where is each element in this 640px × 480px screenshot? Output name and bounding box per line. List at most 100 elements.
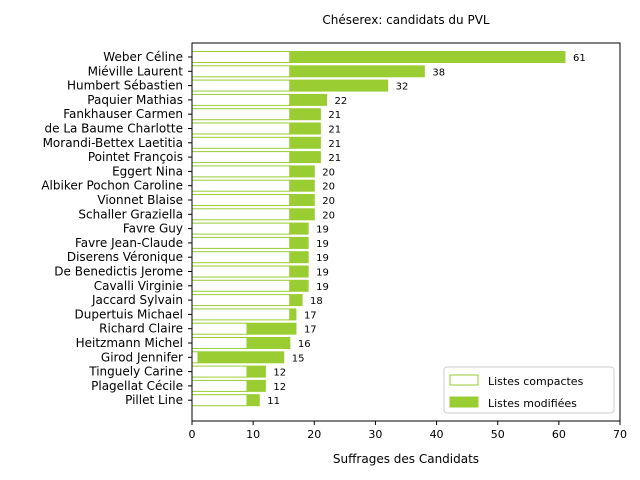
bar-modifiees [289,65,425,78]
y-tick-label: Diserens Véronique [67,250,183,264]
legend-swatch-modifiees [449,396,479,408]
value-label: 20 [322,182,335,193]
value-label: 20 [322,210,335,221]
bar-compactes [191,93,291,106]
legend-swatch-compactes [449,374,479,386]
y-tick-label: Weber Céline [103,50,183,64]
value-label: 21 [328,110,341,121]
value-label: 18 [310,296,323,307]
y-tick-label: de La Baume Charlotte [45,122,184,136]
value-label: 16 [298,339,311,350]
bar-modifiees [246,365,266,378]
x-tick-label: 10 [246,428,260,441]
bar-modifiees [289,279,309,292]
bar-modifiees [289,208,315,221]
value-label: 17 [304,310,317,321]
bar-compactes [191,194,291,206]
bar-compactes [191,294,291,307]
y-tick-label: Miéville Laurent [88,64,184,78]
bar-modifiees [289,136,321,149]
bar-compactes [191,251,291,264]
x-tick-label: 30 [368,428,382,441]
bar-modifiees [289,251,309,264]
bar-compactes [191,308,291,321]
value-label: 19 [316,282,329,293]
bar-modifiees [289,93,328,106]
y-tick-label: Jaccard Sylvain [91,293,183,307]
x-tick-label: 20 [307,428,321,441]
legend: Listes compactes Listes modifiées [443,366,615,414]
bar-modifiees [289,122,321,135]
bar-modifiees [289,194,315,206]
bar-modifiees [289,222,309,235]
chart-title: Chéserex: candidats du PVL [322,13,490,27]
bar-modifiees [197,351,285,364]
bar-modifiees [289,308,297,321]
bar-compactes [191,322,248,335]
bar-compactes [191,165,291,178]
bar-compactes [191,379,248,392]
y-tick-label: Schaller Graziella [78,207,183,221]
bar-modifiees [289,165,315,178]
y-tick-label: Albiker Pochon Caroline [41,179,183,193]
y-tick-label: Dupertuis Michael [75,307,183,321]
y-tick-label: Eggert Nina [112,164,183,178]
bar-modifiees [246,394,260,407]
value-label: 12 [273,382,286,393]
value-label: 19 [316,239,329,250]
bar-modifiees [289,294,303,307]
y-tick-label: Vionnet Blaise [97,193,183,207]
value-label: 20 [322,196,335,207]
y-tick-label: Favre Guy [123,222,183,236]
value-label: 22 [335,96,348,107]
y-tick-label: Morandi-Bettex Laetitia [43,136,183,150]
bar-modifiees [289,79,389,92]
value-label: 38 [432,67,445,78]
value-label: 19 [316,253,329,264]
bar-modifiees [246,322,297,335]
bar-modifiees [289,151,321,164]
plot-frame [191,42,621,422]
bar-compactes [191,222,291,235]
y-tick-label: Pointet François [88,150,183,164]
value-label: 61 [573,53,586,64]
value-label: 32 [396,82,409,93]
value-label: 19 [316,225,329,236]
legend-box [443,366,615,414]
bar-compactes [191,65,291,78]
value-label: 21 [328,153,341,164]
bar-modifiees [289,179,315,192]
value-labels: 61 38 32 22 21 21 21 21 20 20 20 20 19 19 19 19 19 18 17 17… [267,53,585,407]
y-tick-label: Plagellat Cécile [91,379,183,393]
bar-compactes [191,394,248,407]
value-label: 15 [292,353,305,364]
x-tick-label: 60 [552,428,566,441]
y-tick-label: Cavalli Virginie [94,279,183,293]
value-label: 11 [267,396,280,407]
bar-modifiees [246,337,291,349]
y-tick-label: Girod Jennifer [101,350,183,364]
bar-modifiees [289,51,566,63]
y-tick-label: Humbert Sébastien [67,79,183,93]
value-label: 12 [273,368,286,379]
x-axis-label: Suffrages des Candidats [333,452,479,466]
value-label: 20 [322,167,335,178]
bar-compactes [191,79,291,92]
bars-group [191,51,566,407]
bar-compactes [191,265,291,278]
bar-compactes [191,337,248,349]
bar-compactes [191,136,291,149]
bar-compactes [191,279,291,292]
y-tick-label: Heitzmann Michel [76,336,183,350]
y-tick-label: Pillet Line [125,393,183,407]
x-axis: 0 10 20 30 40 50 60 70 [189,421,627,441]
y-tick-label: Fankhauser Carmen [63,107,183,121]
legend-label-compactes: Listes compactes [488,375,584,388]
bar-compactes [191,51,291,63]
x-tick-label: 50 [491,428,505,441]
legend-label-modifiees: Listes modifiées [488,397,577,410]
y-tick-label: Richard Claire [99,322,183,336]
bar-compactes [191,179,291,192]
